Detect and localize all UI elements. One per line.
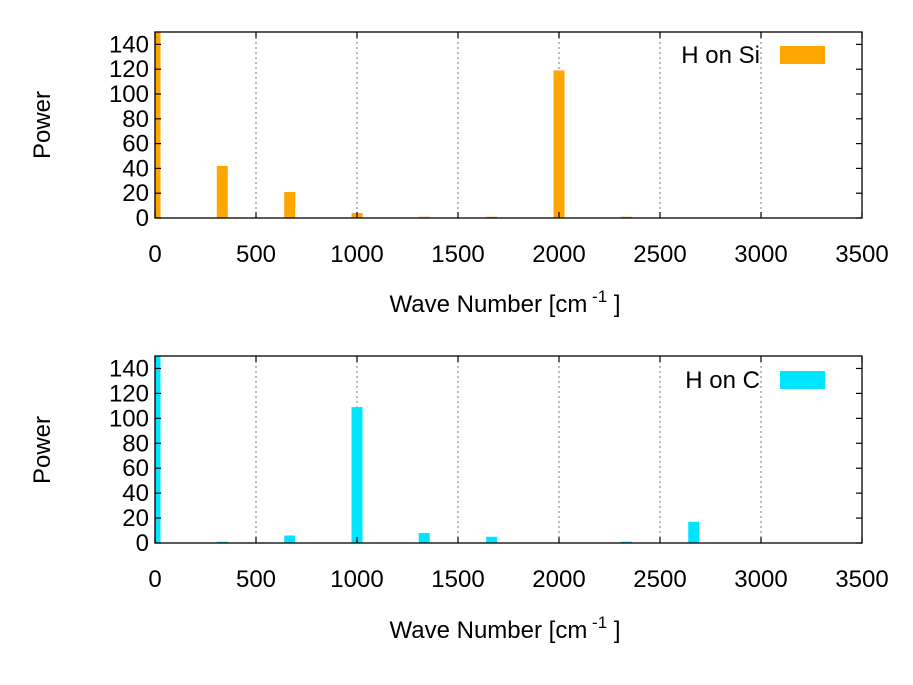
bar: [418, 533, 430, 543]
chart-panel-1: 0 500 1000 1500 2000 2500 3000 3500020406080100…: [29, 31, 889, 318]
x-tick-label: 3000: [734, 241, 787, 268]
y-tick-label: 0: [136, 205, 149, 232]
y-axis-label: Power: [29, 91, 56, 159]
legend-label: H on Si: [681, 42, 760, 69]
y-tick-label: 100: [109, 81, 149, 108]
x-axis-label: Wave Number [cm -1 ]: [390, 613, 621, 644]
legend-label: H on C: [685, 367, 760, 394]
y-tick-label: 140: [109, 355, 149, 382]
x-axis-label-suffix: ]: [607, 291, 620, 318]
y-tick-label: 60: [122, 131, 149, 158]
bar: [284, 191, 296, 218]
bar: [284, 535, 296, 543]
x-tick-label: 1000: [330, 241, 383, 268]
y-tick-label: 80: [122, 430, 149, 457]
bar: [688, 521, 700, 543]
bar: [486, 536, 498, 543]
x-tick-label: 2500: [633, 241, 686, 268]
x-tick-label: 1500: [431, 566, 484, 593]
bar: [155, 356, 161, 543]
x-tick-label: 2000: [532, 566, 585, 593]
legend-swatch: [780, 371, 825, 389]
y-tick-label: 40: [122, 480, 149, 507]
x-axis-label-suffix: ]: [607, 617, 620, 644]
legend-swatch: [780, 46, 825, 64]
x-axis-label: Wave Number [cm -1 ]: [390, 287, 621, 318]
y-tick-label: 100: [109, 405, 149, 432]
x-axis-label-main: Wave Number [cm: [390, 617, 588, 644]
bar: [216, 165, 228, 218]
x-tick-label: 3500: [835, 566, 888, 593]
y-tick-label: 20: [122, 180, 149, 207]
y-tick-label: 140: [109, 31, 149, 58]
x-tick-label: 1000: [330, 566, 383, 593]
x-tick-label: 3000: [734, 566, 787, 593]
bar: [351, 407, 363, 543]
y-tick-label: 40: [122, 155, 149, 182]
x-axis-label-superscript: -1: [587, 613, 607, 632]
bar: [155, 32, 161, 218]
y-tick-label: 60: [122, 455, 149, 482]
y-tick-label: 120: [109, 380, 149, 407]
x-tick-label: 0: [148, 566, 161, 593]
plot-frame: [154, 31, 863, 219]
x-tick-label: 1500: [431, 241, 484, 268]
y-tick-label: 80: [122, 106, 149, 133]
plot-frame: [154, 355, 863, 544]
x-tick-label: 0: [148, 241, 161, 268]
x-tick-label: 2000: [532, 241, 585, 268]
x-tick-label: 3500: [835, 241, 888, 268]
x-axis-label-superscript: -1: [587, 287, 607, 306]
y-axis-label: Power: [29, 416, 56, 484]
y-tick-label: 120: [109, 56, 149, 83]
y-tick-label: 0: [136, 530, 149, 557]
x-axis-label-main: Wave Number [cm: [390, 291, 588, 318]
chart-panel-2: 0 500 1000 1500 2000 2500 3000 3500020406080100…: [29, 355, 889, 644]
x-tick-label: 2500: [633, 566, 686, 593]
x-tick-label: 500: [236, 241, 276, 268]
bar: [553, 70, 565, 218]
x-tick-label: 500: [236, 566, 276, 593]
y-tick-label: 20: [122, 505, 149, 532]
